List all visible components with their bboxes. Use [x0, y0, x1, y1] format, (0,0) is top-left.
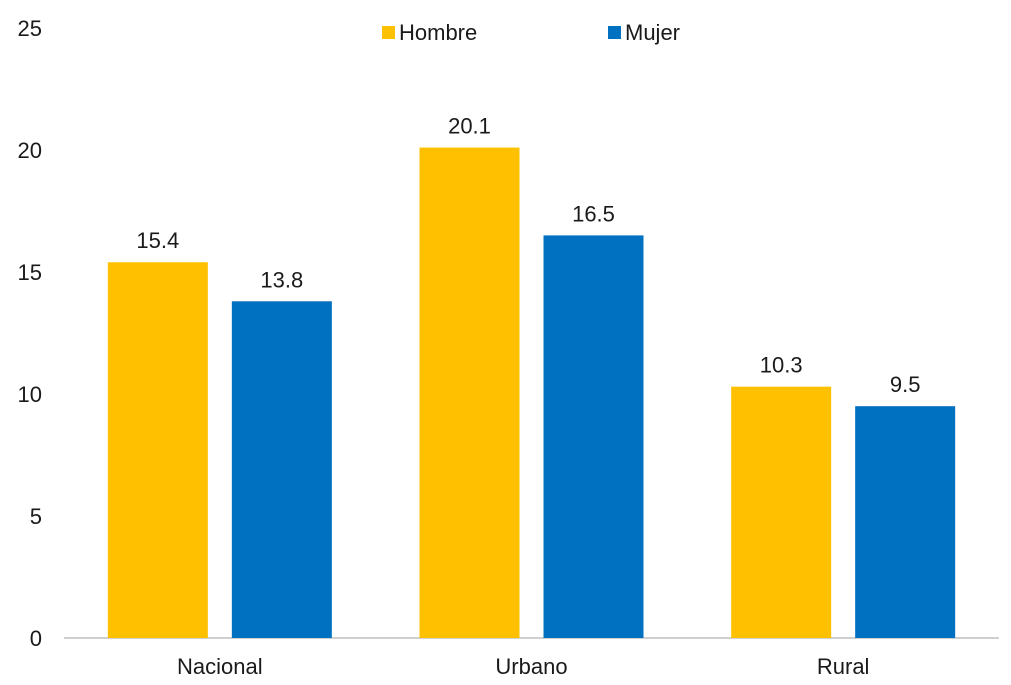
- y-tick-label: 25: [18, 16, 42, 41]
- y-tick-label: 20: [18, 138, 42, 163]
- y-tick-label: 0: [30, 626, 42, 651]
- bar-hombre-rural: [731, 386, 832, 638]
- bar-mujer-nacional: [231, 301, 332, 638]
- legend-swatch-hombre: [382, 26, 395, 39]
- data-label: 15.4: [136, 228, 179, 253]
- x-category-label: Rural: [817, 654, 870, 679]
- bar-hombre-urbano: [419, 147, 520, 638]
- y-tick-label: 10: [18, 382, 42, 407]
- data-label: 10.3: [760, 353, 803, 378]
- data-label: 13.8: [260, 267, 303, 292]
- x-category-label: Nacional: [177, 654, 263, 679]
- bar-mujer-rural: [855, 406, 956, 638]
- y-tick-label: 5: [30, 504, 42, 529]
- bar-mujer-urbano: [543, 235, 644, 638]
- data-label: 16.5: [572, 201, 615, 226]
- data-label: 9.5: [890, 372, 921, 397]
- bar-hombre-nacional: [107, 262, 208, 638]
- x-category-label: Urbano: [495, 654, 567, 679]
- legend-label-mujer: Mujer: [625, 20, 680, 45]
- legend-swatch-mujer: [608, 26, 621, 39]
- legend-label-hombre: Hombre: [399, 20, 477, 45]
- y-tick-label: 15: [18, 260, 42, 285]
- data-label: 20.1: [448, 114, 491, 139]
